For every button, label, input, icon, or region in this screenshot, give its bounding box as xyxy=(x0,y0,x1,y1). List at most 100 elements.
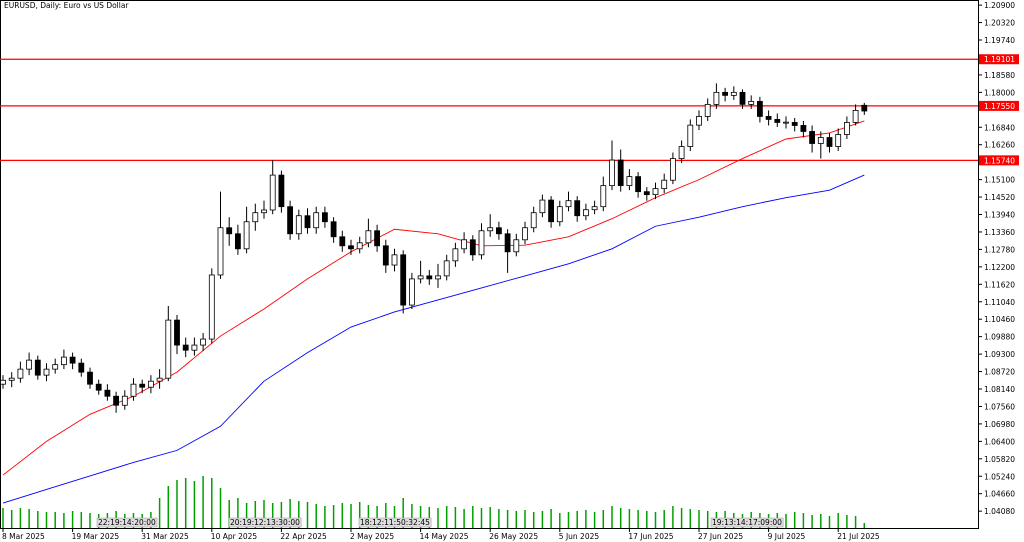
candle-body xyxy=(78,362,85,373)
candle-body xyxy=(757,100,763,117)
candle-body xyxy=(52,364,59,370)
y-tick-label: 1.05240 xyxy=(984,472,1015,481)
candle-body xyxy=(339,236,346,247)
y-tick-label: 1.06980 xyxy=(984,420,1015,429)
candle-body xyxy=(130,383,137,397)
moving-average xyxy=(2,120,865,476)
candle-body xyxy=(165,319,172,379)
candle-body xyxy=(191,344,198,351)
candle-body xyxy=(147,380,154,388)
candle-body xyxy=(469,239,476,256)
candle-body xyxy=(408,278,415,306)
candle-body xyxy=(95,383,102,391)
candle-body xyxy=(43,368,50,376)
y-tick-label: 1.18580 xyxy=(984,71,1015,80)
level-label-box xyxy=(979,100,1019,111)
y-tick-label: 1.08140 xyxy=(984,385,1015,394)
candle-body xyxy=(87,371,93,385)
x-tick-label: 22 Apr 2025 xyxy=(280,532,327,541)
candle-body xyxy=(730,91,737,96)
y-tick-label: 1.10460 xyxy=(984,315,1015,324)
candle-body xyxy=(739,91,746,105)
y-tick-label: 1.20320 xyxy=(984,19,1015,28)
candle-body xyxy=(478,230,485,256)
candle-body xyxy=(391,254,398,266)
candle-body xyxy=(783,121,789,124)
candle-body xyxy=(565,200,572,208)
candle-body xyxy=(34,359,41,376)
candle-body xyxy=(548,199,554,223)
candle-body xyxy=(774,119,781,123)
level-label: 1.15740 xyxy=(984,156,1015,165)
y-tick-label: 1.20900 xyxy=(984,1,1015,10)
candle-body xyxy=(139,383,146,388)
candle-body xyxy=(182,344,189,351)
candle-body xyxy=(844,122,850,135)
candle-body xyxy=(400,254,407,306)
y-tick-label: 1.09880 xyxy=(984,333,1015,342)
x-tick-label: 9 Jul 2025 xyxy=(768,532,806,541)
candle-body xyxy=(356,242,363,250)
candle-body xyxy=(800,125,807,132)
x-tick-label: 8 Mar 2025 xyxy=(2,532,45,541)
candle-body xyxy=(495,227,502,235)
y-tick-label: 1.13360 xyxy=(984,228,1015,237)
candle-body xyxy=(591,206,598,211)
annotation-box xyxy=(228,517,302,528)
annotation-box xyxy=(96,517,158,528)
candle-body xyxy=(522,227,528,241)
candle-body xyxy=(69,356,76,364)
candle-body xyxy=(748,100,755,105)
candle-body xyxy=(835,134,842,147)
annotation-box xyxy=(358,517,432,528)
x-tick-label: 27 Jun 2025 xyxy=(698,532,743,541)
candle-body xyxy=(304,215,311,229)
candle-body xyxy=(217,227,224,276)
moving-average xyxy=(2,174,865,504)
x-tick-label: 2 May 2025 xyxy=(350,532,394,541)
level-label-box xyxy=(979,54,1019,65)
candle-body xyxy=(26,359,33,370)
plot-frame xyxy=(0,0,979,529)
candle-body xyxy=(278,174,285,208)
candle-body xyxy=(426,275,433,280)
candle-body xyxy=(809,131,815,144)
candle-body xyxy=(643,191,650,196)
candle-body xyxy=(670,158,676,181)
candle-body xyxy=(252,212,259,223)
candle-body xyxy=(269,174,276,211)
candle-body xyxy=(417,275,424,280)
level-label: 1.19101 xyxy=(984,55,1015,64)
candle-body xyxy=(504,233,511,253)
candle-body xyxy=(617,159,624,187)
candle-body xyxy=(61,356,67,366)
y-tick-label: 1.05820 xyxy=(984,455,1015,464)
candle-body xyxy=(661,179,668,190)
candle-body xyxy=(556,206,563,223)
candle-body xyxy=(321,212,328,223)
candle-body xyxy=(765,116,772,120)
candle-body xyxy=(348,245,354,250)
y-tick-label: 1.16840 xyxy=(984,123,1015,132)
candle-body xyxy=(722,91,728,96)
y-tick-label: 1.18000 xyxy=(984,88,1015,97)
candle-body xyxy=(487,227,494,232)
y-tick-label: 1.07560 xyxy=(984,402,1015,411)
y-tick-label: 1.08720 xyxy=(984,368,1015,377)
y-tick-label: 1.15100 xyxy=(984,176,1015,185)
chart-title: EURUSD, Daily: Euro vs US Dollar xyxy=(4,1,129,10)
candle-body xyxy=(295,215,302,235)
candle-body xyxy=(513,239,520,253)
annotation: 19:13:14:17:09:00 xyxy=(712,518,782,527)
x-tick-label: 5 Jun 2025 xyxy=(559,532,600,541)
candle-body xyxy=(539,199,546,214)
candle-body xyxy=(0,379,6,385)
y-tick-label: 1.04080 xyxy=(984,507,1015,516)
candle-body xyxy=(313,212,320,229)
candle-body xyxy=(461,239,468,250)
candle-body xyxy=(626,176,633,187)
candle-body xyxy=(200,338,207,346)
candle-body xyxy=(583,209,589,217)
candle-body xyxy=(330,221,337,238)
candle-body xyxy=(600,185,607,208)
